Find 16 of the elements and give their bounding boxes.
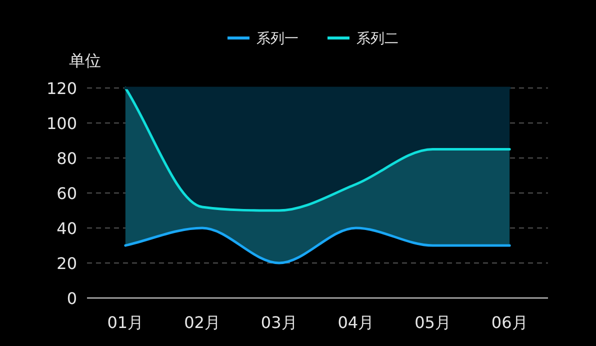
y-tick-label: 20 (56, 254, 77, 273)
y-tick-label: 60 (56, 184, 77, 203)
legend-label: 系列一 (256, 31, 298, 47)
legend-label: 系列二 (356, 31, 398, 47)
y-tick-label: 40 (56, 219, 77, 238)
x-tick-label: 06月 (491, 313, 528, 332)
y-tick-label: 120 (46, 79, 77, 98)
x-tick-label: 02月 (184, 313, 220, 332)
x-tick-label: 04月 (338, 313, 374, 332)
y-tick-label: 100 (46, 114, 77, 133)
y-axis-title: 单位 (69, 51, 101, 70)
x-tick-label: 01月 (107, 313, 144, 332)
y-tick-label: 80 (56, 149, 77, 168)
x-tick-label: 05月 (414, 313, 451, 332)
x-tick-label: 03月 (260, 313, 298, 332)
y-tick-label: 0 (66, 289, 77, 308)
